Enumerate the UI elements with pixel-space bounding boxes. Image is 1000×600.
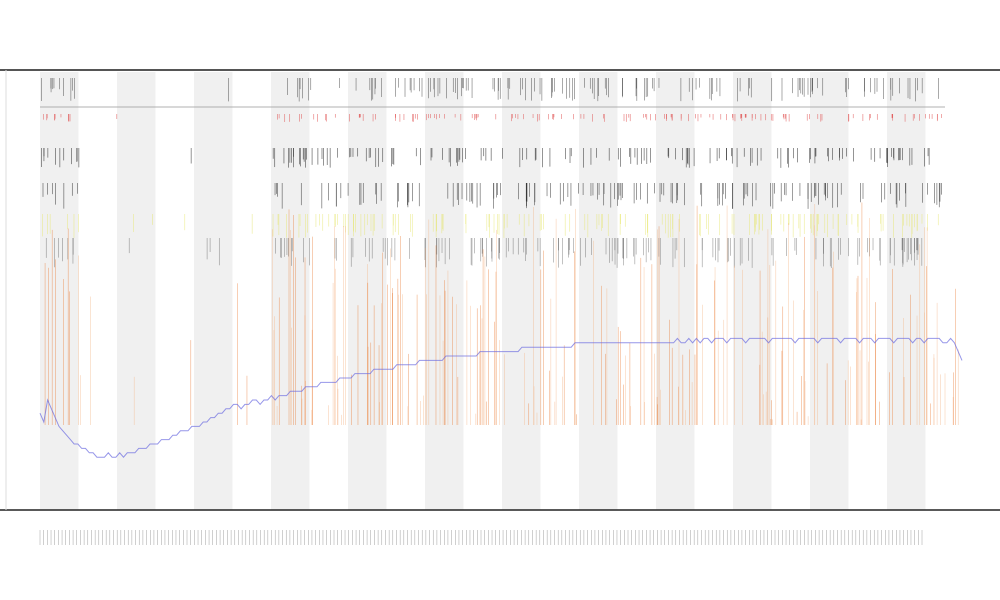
background-bands bbox=[40, 72, 926, 510]
track-marks bbox=[41, 78, 942, 268]
background-band bbox=[733, 72, 772, 510]
background-band bbox=[117, 72, 156, 510]
background-band bbox=[810, 72, 849, 510]
series-line bbox=[39, 337, 963, 458]
background-band bbox=[40, 72, 79, 510]
background-band bbox=[194, 72, 233, 510]
x-tick-marks bbox=[39, 530, 923, 545]
background-band bbox=[656, 72, 695, 510]
background-band bbox=[887, 72, 926, 510]
background-band bbox=[579, 72, 618, 510]
spike-marks bbox=[44, 202, 959, 425]
series-layer bbox=[39, 337, 963, 458]
background-band bbox=[502, 72, 541, 510]
